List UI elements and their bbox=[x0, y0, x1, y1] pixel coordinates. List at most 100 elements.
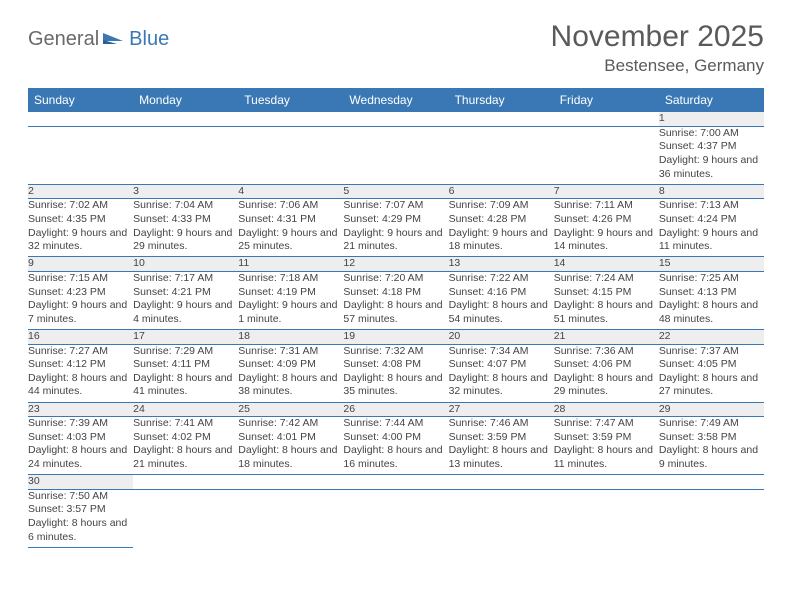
day-details: Sunrise: 7:41 AMSunset: 4:02 PMDaylight:… bbox=[133, 417, 238, 475]
sunset-line: Sunset: 4:24 PM bbox=[659, 213, 764, 227]
daylight-line: Daylight: 8 hours and 57 minutes. bbox=[343, 299, 448, 326]
logo-flag-icon bbox=[103, 30, 125, 48]
sunset-line: Sunset: 3:59 PM bbox=[554, 431, 659, 445]
sunset-line: Sunset: 4:00 PM bbox=[343, 431, 448, 445]
daylight-line: Daylight: 8 hours and 18 minutes. bbox=[238, 444, 343, 471]
day-details: Sunrise: 7:20 AMSunset: 4:18 PMDaylight:… bbox=[343, 271, 448, 329]
daylight-line: Daylight: 9 hours and 11 minutes. bbox=[659, 227, 764, 254]
day-details: Sunrise: 7:00 AMSunset: 4:37 PMDaylight:… bbox=[659, 126, 764, 184]
weekday-header: Wednesday bbox=[343, 88, 448, 112]
sunset-line: Sunset: 3:58 PM bbox=[659, 431, 764, 445]
sunrise-line: Sunrise: 7:04 AM bbox=[133, 199, 238, 213]
sunrise-line: Sunrise: 7:11 AM bbox=[554, 199, 659, 213]
daylight-line: Daylight: 8 hours and 41 minutes. bbox=[133, 372, 238, 399]
sunrise-line: Sunrise: 7:39 AM bbox=[28, 417, 133, 431]
daylight-line: Daylight: 8 hours and 24 minutes. bbox=[28, 444, 133, 471]
day-number: 18 bbox=[238, 329, 343, 344]
weekday-header-row: SundayMondayTuesdayWednesdayThursdayFrid… bbox=[28, 88, 764, 112]
header: General Blue November 2025 Bestensee, Ge… bbox=[28, 20, 764, 76]
day-number: 8 bbox=[659, 184, 764, 199]
day-number: 3 bbox=[133, 184, 238, 199]
daylight-line: Daylight: 9 hours and 18 minutes. bbox=[449, 227, 554, 254]
daylight-line: Daylight: 9 hours and 25 minutes. bbox=[238, 227, 343, 254]
daylight-line: Daylight: 8 hours and 29 minutes. bbox=[554, 372, 659, 399]
sunrise-line: Sunrise: 7:29 AM bbox=[133, 345, 238, 359]
sunrise-line: Sunrise: 7:18 AM bbox=[238, 272, 343, 286]
day-details: Sunrise: 7:06 AMSunset: 4:31 PMDaylight:… bbox=[238, 199, 343, 257]
day-number bbox=[28, 112, 133, 126]
day-details: Sunrise: 7:11 AMSunset: 4:26 PMDaylight:… bbox=[554, 199, 659, 257]
day-details bbox=[28, 126, 133, 184]
weekday-header: Sunday bbox=[28, 88, 133, 112]
day-number bbox=[449, 475, 554, 490]
day-details: Sunrise: 7:15 AMSunset: 4:23 PMDaylight:… bbox=[28, 271, 133, 329]
day-number bbox=[133, 475, 238, 490]
day-details bbox=[343, 489, 448, 547]
day-number: 12 bbox=[343, 257, 448, 272]
daylight-line: Daylight: 8 hours and 38 minutes. bbox=[238, 372, 343, 399]
daylight-line: Daylight: 8 hours and 9 minutes. bbox=[659, 444, 764, 471]
sunset-line: Sunset: 4:11 PM bbox=[133, 358, 238, 372]
sunrise-line: Sunrise: 7:41 AM bbox=[133, 417, 238, 431]
sunrise-line: Sunrise: 7:47 AM bbox=[554, 417, 659, 431]
sunset-line: Sunset: 3:59 PM bbox=[449, 431, 554, 445]
daylight-line: Daylight: 9 hours and 21 minutes. bbox=[343, 227, 448, 254]
month-title: November 2025 bbox=[551, 20, 764, 54]
day-number bbox=[449, 112, 554, 126]
day-number-row: 2345678 bbox=[28, 184, 764, 199]
daylight-line: Daylight: 9 hours and 29 minutes. bbox=[133, 227, 238, 254]
day-details: Sunrise: 7:09 AMSunset: 4:28 PMDaylight:… bbox=[449, 199, 554, 257]
daylight-line: Daylight: 8 hours and 35 minutes. bbox=[343, 372, 448, 399]
sunrise-line: Sunrise: 7:02 AM bbox=[28, 199, 133, 213]
sunset-line: Sunset: 4:12 PM bbox=[28, 358, 133, 372]
weekday-header: Friday bbox=[554, 88, 659, 112]
sunset-line: Sunset: 4:08 PM bbox=[343, 358, 448, 372]
day-number: 25 bbox=[238, 402, 343, 417]
day-detail-row: Sunrise: 7:27 AMSunset: 4:12 PMDaylight:… bbox=[28, 344, 764, 402]
sunset-line: Sunset: 4:15 PM bbox=[554, 286, 659, 300]
day-details: Sunrise: 7:31 AMSunset: 4:09 PMDaylight:… bbox=[238, 344, 343, 402]
day-number: 9 bbox=[28, 257, 133, 272]
sunset-line: Sunset: 4:07 PM bbox=[449, 358, 554, 372]
day-details: Sunrise: 7:47 AMSunset: 3:59 PMDaylight:… bbox=[554, 417, 659, 475]
daylight-line: Daylight: 8 hours and 13 minutes. bbox=[449, 444, 554, 471]
daylight-line: Daylight: 8 hours and 11 minutes. bbox=[554, 444, 659, 471]
day-number: 6 bbox=[449, 184, 554, 199]
day-number: 5 bbox=[343, 184, 448, 199]
day-details bbox=[133, 126, 238, 184]
daylight-line: Daylight: 8 hours and 21 minutes. bbox=[133, 444, 238, 471]
day-details bbox=[554, 489, 659, 547]
day-number: 23 bbox=[28, 402, 133, 417]
day-details: Sunrise: 7:25 AMSunset: 4:13 PMDaylight:… bbox=[659, 271, 764, 329]
weekday-header: Monday bbox=[133, 88, 238, 112]
day-details bbox=[238, 126, 343, 184]
sunrise-line: Sunrise: 7:32 AM bbox=[343, 345, 448, 359]
sunrise-line: Sunrise: 7:25 AM bbox=[659, 272, 764, 286]
sunrise-line: Sunrise: 7:22 AM bbox=[449, 272, 554, 286]
title-block: November 2025 Bestensee, Germany bbox=[551, 20, 764, 76]
day-number bbox=[659, 475, 764, 490]
day-number: 7 bbox=[554, 184, 659, 199]
day-number: 13 bbox=[449, 257, 554, 272]
day-number: 22 bbox=[659, 329, 764, 344]
day-number: 27 bbox=[449, 402, 554, 417]
sunset-line: Sunset: 4:23 PM bbox=[28, 286, 133, 300]
sunset-line: Sunset: 4:33 PM bbox=[133, 213, 238, 227]
day-number-row: 1 bbox=[28, 112, 764, 126]
daylight-line: Daylight: 8 hours and 51 minutes. bbox=[554, 299, 659, 326]
sunrise-line: Sunrise: 7:17 AM bbox=[133, 272, 238, 286]
day-detail-row: Sunrise: 7:50 AMSunset: 3:57 PMDaylight:… bbox=[28, 489, 764, 547]
day-number-row: 23242526272829 bbox=[28, 402, 764, 417]
day-number bbox=[343, 475, 448, 490]
day-details: Sunrise: 7:17 AMSunset: 4:21 PMDaylight:… bbox=[133, 271, 238, 329]
logo-text-blue: Blue bbox=[129, 28, 169, 51]
day-details: Sunrise: 7:42 AMSunset: 4:01 PMDaylight:… bbox=[238, 417, 343, 475]
daylight-line: Daylight: 8 hours and 44 minutes. bbox=[28, 372, 133, 399]
sunrise-line: Sunrise: 7:42 AM bbox=[238, 417, 343, 431]
day-details bbox=[449, 126, 554, 184]
daylight-line: Daylight: 9 hours and 4 minutes. bbox=[133, 299, 238, 326]
calendar-table: SundayMondayTuesdayWednesdayThursdayFrid… bbox=[28, 88, 764, 548]
day-number: 17 bbox=[133, 329, 238, 344]
day-details: Sunrise: 7:50 AMSunset: 3:57 PMDaylight:… bbox=[28, 489, 133, 547]
day-number: 2 bbox=[28, 184, 133, 199]
